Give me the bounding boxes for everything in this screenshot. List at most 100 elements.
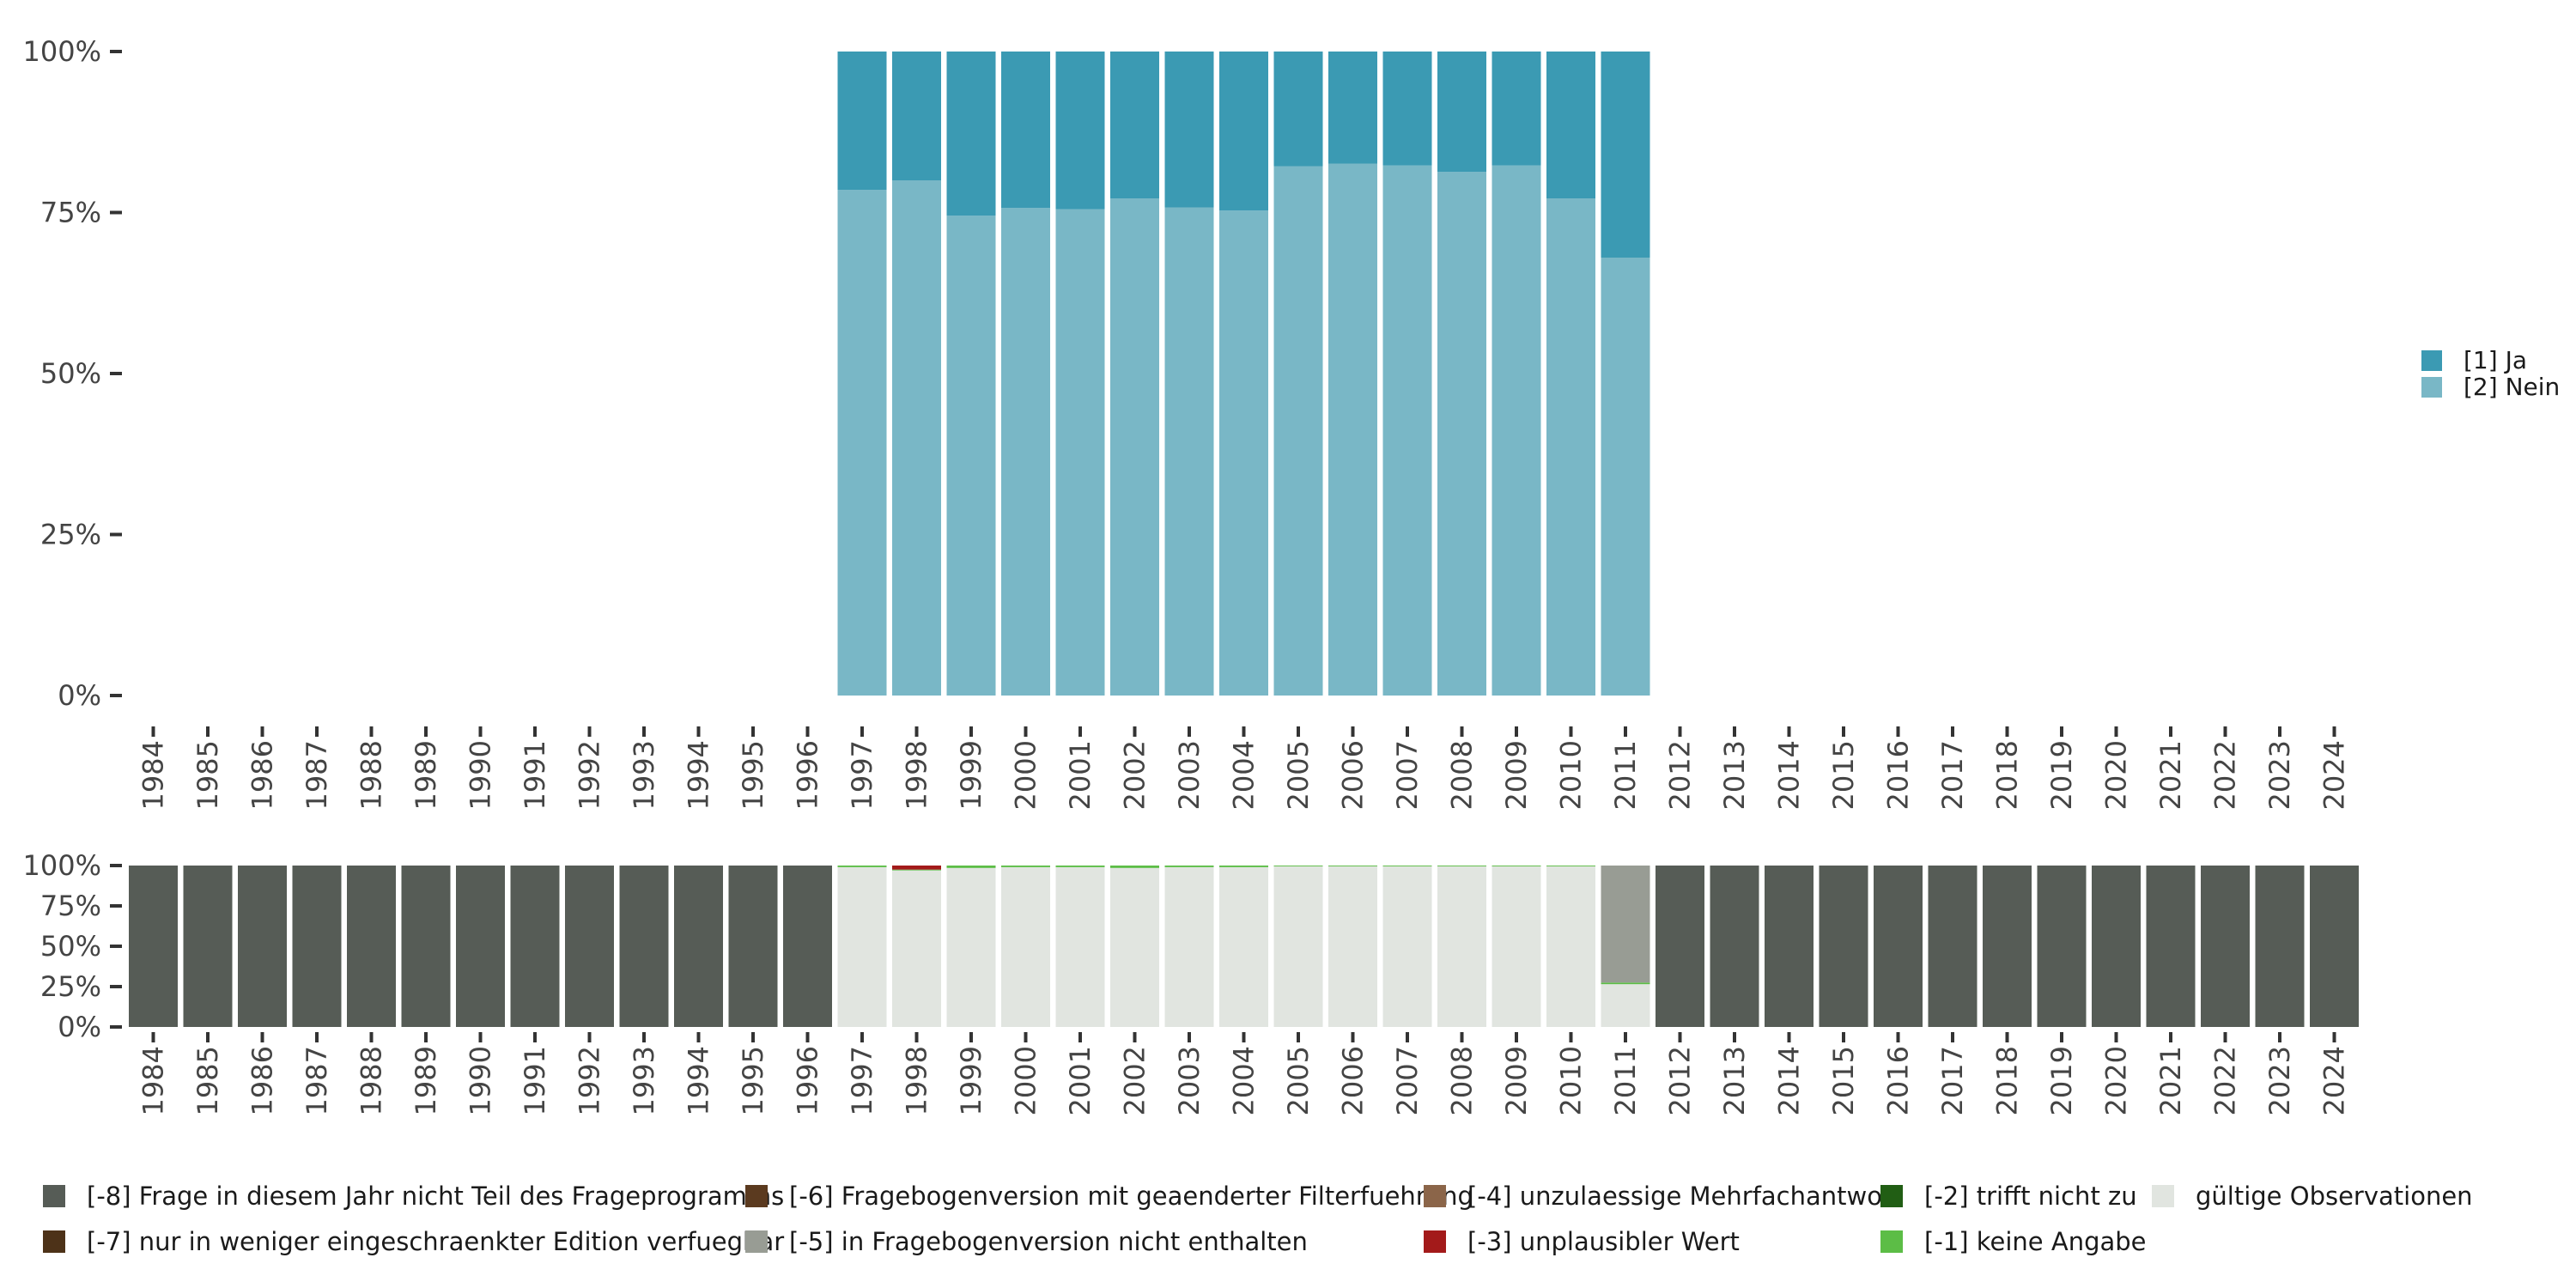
y-tick-label: 75% — [40, 197, 101, 229]
bar-g-ltige-observationen-2001 — [1055, 866, 1105, 1027]
bar-2-nein-2008 — [1437, 172, 1486, 696]
y-tick-label: 50% — [40, 357, 101, 390]
x-tick-label: 1994 — [683, 740, 715, 810]
x-tick-label: 1984 — [137, 1046, 170, 1115]
legend-swatch-1-keine-angabe — [1880, 1230, 1903, 1253]
bottom-legend: [-8] Frage in diesem Jahr nicht Teil des… — [43, 1182, 2473, 1256]
x-tick-label: 2000 — [1010, 740, 1042, 810]
bar-1-keine-angabe-2003 — [1164, 866, 1214, 867]
bottom-bars — [129, 866, 2359, 1027]
bar-1-ja-2010 — [1546, 52, 1595, 198]
bar-g-ltige-observationen-2000 — [1001, 866, 1050, 1027]
x-tick-label: 2023 — [2263, 1046, 2296, 1115]
x-tick-label: 1997 — [846, 740, 878, 810]
x-tick-label: 2009 — [1500, 1046, 1533, 1115]
bar-g-ltige-observationen-2004 — [1219, 866, 1268, 1027]
x-tick-label: 1993 — [628, 740, 660, 810]
x-tick-label: 1985 — [191, 1046, 224, 1115]
x-tick-label: 2003 — [1173, 1046, 1206, 1115]
bar-8-frage-in-diesem-jahr-nicht-teil-des-frageprogramms-1984 — [129, 866, 178, 1027]
x-tick-label: 2017 — [1936, 740, 1969, 810]
bar-g-ltige-observationen-2009 — [1492, 866, 1541, 1027]
legend-swatch-7-nur-in-weniger-eingeschraenkter-edition-verfuegbar — [43, 1230, 65, 1253]
bar-g-ltige-observationen-2007 — [1382, 866, 1432, 1027]
bar-1-keine-angabe-2004 — [1219, 866, 1268, 867]
bar-1-ja-1999 — [946, 52, 996, 216]
bar-g-ltige-observationen-2003 — [1164, 866, 1214, 1027]
bar-8-frage-in-diesem-jahr-nicht-teil-des-frageprogramms-2015 — [1819, 866, 1868, 1027]
bar-8-frage-in-diesem-jahr-nicht-teil-des-frageprogramms-2018 — [1983, 866, 2032, 1027]
bar-g-ltige-observationen-1998 — [892, 870, 941, 1027]
x-tick-label: 2010 — [1555, 740, 1588, 810]
legend-label-4-unzulaessige-mehrfachantwort: [-4] unzulaessige Mehrfachantwort — [1467, 1182, 1902, 1211]
y-tick-label: 100% — [23, 35, 101, 68]
x-tick-label: 2019 — [2045, 1046, 2078, 1115]
y-tick-label: 75% — [40, 890, 101, 922]
bar-8-frage-in-diesem-jahr-nicht-teil-des-frageprogramms-2023 — [2255, 866, 2305, 1027]
x-tick-label: 2014 — [1773, 740, 1806, 810]
bar-1-keine-angabe-1999 — [946, 866, 996, 868]
bar-1-keine-angabe-2001 — [1055, 866, 1105, 867]
y-tick-label: 100% — [23, 849, 101, 882]
bar-8-frage-in-diesem-jahr-nicht-teil-des-frageprogramms-2022 — [2201, 866, 2250, 1027]
bar-8-frage-in-diesem-jahr-nicht-teil-des-frageprogramms-2020 — [2092, 866, 2141, 1027]
x-tick-label: 2004 — [1228, 740, 1261, 810]
x-tick-label: 2005 — [1282, 1046, 1315, 1115]
legend-label-8-frage-in-diesem-jahr-nicht-teil-des-frageprogramms: [-8] Frage in diesem Jahr nicht Teil des… — [87, 1182, 784, 1211]
x-tick-label: 2012 — [1664, 740, 1697, 810]
bottom-chart: 0% 25% 50% 75% 100% 1984 1985 1986 1987 1988 1989… — [23, 849, 2359, 1115]
x-tick-label: 2011 — [1609, 1046, 1642, 1115]
bar-g-ltige-observationen-2011 — [1601, 984, 1650, 1027]
x-tick-label: 1992 — [574, 1046, 606, 1115]
bar-8-frage-in-diesem-jahr-nicht-teil-des-frageprogramms-2012 — [1656, 866, 1704, 1027]
x-tick-label: 1990 — [465, 740, 497, 810]
bar-5-in-fragebogenversion-nicht-enthalten-2011 — [1601, 866, 1650, 983]
top-chart: 0% 25% 50% 75% 100% 1984 1985 1986 1987 1988 1989… — [23, 35, 2561, 810]
bar-8-frage-in-diesem-jahr-nicht-teil-des-frageprogramms-2013 — [1710, 866, 1759, 1027]
bar-8-frage-in-diesem-jahr-nicht-teil-des-frageprogramms-1995 — [728, 866, 778, 1027]
x-tick-label: 2015 — [1827, 740, 1860, 810]
bar-2-nein-2011 — [1601, 258, 1650, 696]
x-tick-label: 2006 — [1337, 1046, 1370, 1115]
x-tick-label: 2015 — [1827, 1046, 1860, 1115]
bar-g-ltige-observationen-2010 — [1546, 866, 1595, 1027]
legend-swatch-5-in-fragebogenversion-nicht-enthalten — [745, 1230, 768, 1253]
x-tick-label: 1993 — [628, 1046, 660, 1115]
bar-1-ja-2011 — [1601, 52, 1650, 258]
legend-swatch-2-nein — [2421, 377, 2442, 398]
legend-label-1-ja: [1] Ja — [2464, 346, 2527, 374]
x-tick-label: 1991 — [519, 1046, 551, 1115]
y-tick-label: 25% — [40, 970, 101, 1003]
bar-1-ja-2004 — [1219, 52, 1268, 211]
x-tick-label: 2022 — [2209, 740, 2242, 810]
bar-g-ltige-observationen-1997 — [837, 866, 887, 1027]
legend-label-2-trifft-nicht-zu: [-2] trifft nicht zu — [1924, 1182, 2137, 1211]
legend-swatch-8-frage-in-diesem-jahr-nicht-teil-des-frageprogramms — [43, 1185, 65, 1207]
bar-8-frage-in-diesem-jahr-nicht-teil-des-frageprogramms-1990 — [456, 866, 505, 1027]
x-tick-label: 2022 — [2209, 1046, 2242, 1115]
x-tick-label: 2021 — [2154, 1046, 2187, 1115]
bar-2-nein-2006 — [1328, 163, 1377, 696]
x-tick-label: 1996 — [792, 1046, 824, 1115]
top-legend: [1] Ja[2] Nein — [2421, 346, 2560, 401]
bar-1-keine-angabe-1998 — [892, 869, 941, 871]
bar-8-frage-in-diesem-jahr-nicht-teil-des-frageprogramms-1991 — [510, 866, 560, 1027]
bar-2-nein-2010 — [1546, 198, 1595, 696]
x-tick-label: 1988 — [355, 740, 388, 810]
x-tick-label: 1991 — [519, 740, 551, 810]
bar-8-frage-in-diesem-jahr-nicht-teil-des-frageprogramms-2014 — [1765, 866, 1814, 1027]
x-tick-label: 2024 — [2318, 1046, 2351, 1115]
bar-2-nein-2009 — [1492, 165, 1541, 696]
x-tick-label: 1992 — [574, 740, 606, 810]
bar-2-nein-1998 — [892, 180, 941, 696]
y-tick-label: 50% — [40, 930, 101, 963]
x-tick-label: 1999 — [955, 740, 987, 810]
x-tick-label: 2004 — [1228, 1046, 1261, 1115]
legend-swatch-4-unzulaessige-mehrfachantwort — [1424, 1185, 1446, 1207]
legend-swatch-3-unplausibler-wert — [1424, 1230, 1446, 1253]
x-tick-label: 1985 — [191, 740, 224, 810]
bar-8-frage-in-diesem-jahr-nicht-teil-des-frageprogramms-2024 — [2310, 866, 2359, 1027]
bar-2-nein-2005 — [1273, 166, 1323, 696]
bar-2-nein-2003 — [1164, 207, 1214, 696]
x-tick-label: 2023 — [2263, 740, 2296, 810]
